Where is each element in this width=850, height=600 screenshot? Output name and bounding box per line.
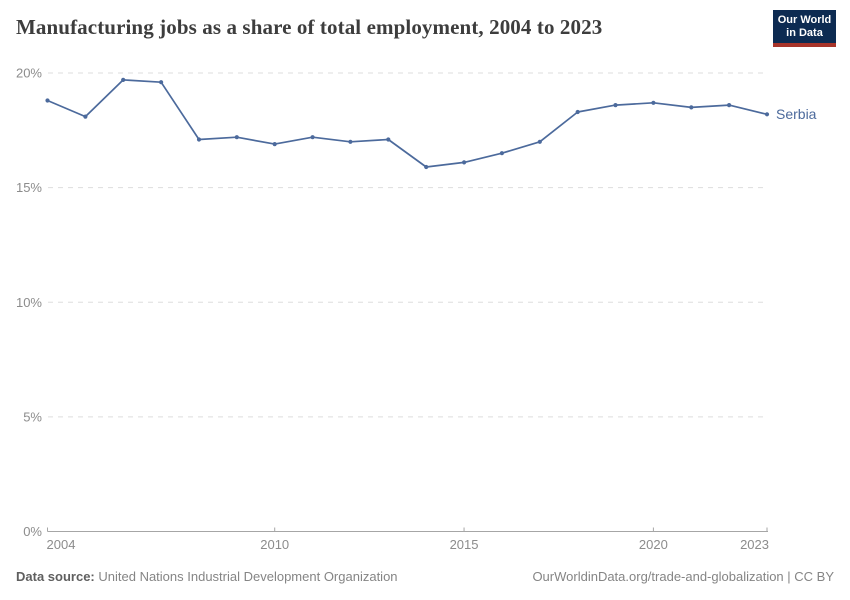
data-point[interactable]: [727, 103, 732, 108]
data-point[interactable]: [234, 135, 239, 140]
footer-link[interactable]: OurWorldinData.org/trade-and-globalizati…: [532, 569, 834, 584]
data-point[interactable]: [310, 135, 315, 140]
x-axis-label: 2004: [47, 537, 76, 552]
data-point[interactable]: [196, 137, 202, 142]
data-point[interactable]: [386, 137, 391, 142]
data-source: Data source: United Nations Industrial D…: [16, 569, 398, 584]
data-point[interactable]: [45, 98, 50, 103]
data-point[interactable]: [348, 139, 353, 144]
data-point[interactable]: [424, 164, 429, 170]
owid-logo-line2: in Data: [786, 26, 823, 39]
data-point[interactable]: [121, 77, 126, 82]
chart-title: Manufacturing jobs as a share of total e…: [16, 15, 603, 39]
x-axis-label: 2010: [260, 537, 289, 552]
data-point[interactable]: [613, 103, 618, 108]
data-point[interactable]: [159, 80, 164, 85]
data-point[interactable]: [272, 142, 277, 147]
y-axis-label: 0%: [23, 524, 42, 539]
data-source-label: Data source:: [16, 569, 95, 584]
x-axis-label: 2023: [740, 537, 769, 552]
chart-footer: Data source: United Nations Industrial D…: [16, 569, 834, 584]
data-source-value: United Nations Industrial Development Or…: [98, 569, 398, 584]
owid-logo-line1: Our World: [777, 13, 832, 26]
data-point[interactable]: [83, 114, 88, 119]
data-point[interactable]: [651, 100, 656, 105]
data-point[interactable]: [764, 112, 770, 117]
series-line-serbia[interactable]: [46, 79, 768, 168]
data-point[interactable]: [575, 109, 580, 115]
owid-logo[interactable]: Our World in Data: [773, 10, 836, 47]
y-axis-label: 20%: [16, 66, 42, 81]
data-point[interactable]: [499, 151, 504, 156]
data-point[interactable]: [462, 160, 467, 165]
y-axis-label: 15%: [16, 180, 42, 195]
x-axis-label: 2015: [450, 537, 479, 552]
y-axis-label: 10%: [16, 295, 42, 310]
x-axis-label: 2020: [639, 537, 668, 552]
y-axis-label: 5%: [23, 409, 42, 424]
series-label-serbia[interactable]: Serbia: [776, 106, 817, 122]
data-point[interactable]: [537, 139, 542, 144]
data-point[interactable]: [689, 105, 694, 110]
